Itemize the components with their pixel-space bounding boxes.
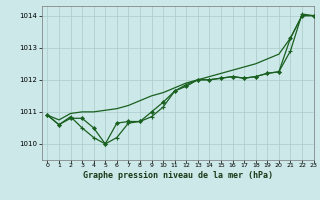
X-axis label: Graphe pression niveau de la mer (hPa): Graphe pression niveau de la mer (hPa) (83, 171, 273, 180)
